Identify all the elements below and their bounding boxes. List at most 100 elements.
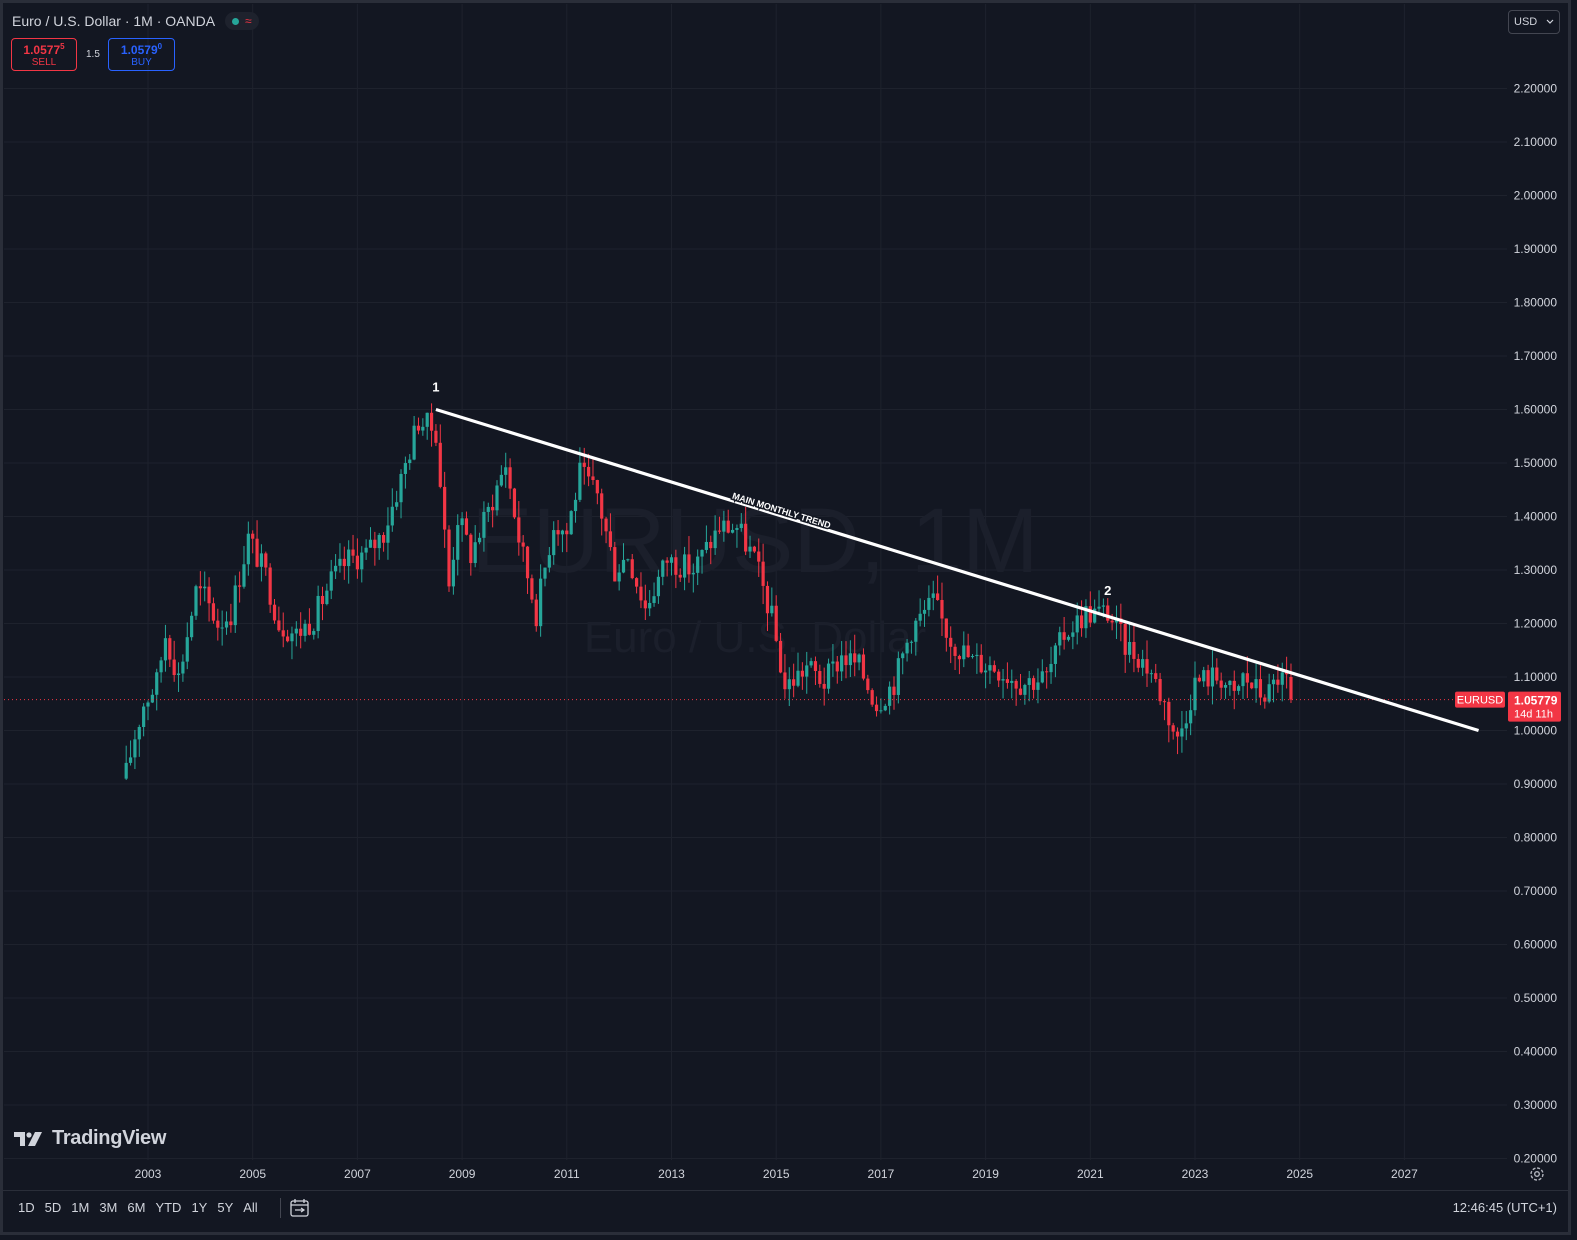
candle-body <box>805 665 809 677</box>
candle-body <box>1040 671 1044 683</box>
candle <box>1018 674 1023 696</box>
candle-body <box>277 620 281 631</box>
candle <box>290 626 294 660</box>
range-ytd[interactable]: YTD <box>155 1200 182 1215</box>
candle-body <box>709 541 713 549</box>
candle-body <box>621 559 626 573</box>
candle-body <box>146 702 150 707</box>
candle-body <box>299 628 303 636</box>
candle <box>1189 694 1193 736</box>
symbol-title[interactable]: Euro / U.S. Dollar · 1M · OANDA <box>12 13 216 29</box>
candle-body <box>726 520 730 533</box>
candle <box>595 479 599 505</box>
candle <box>957 654 962 675</box>
point-annotation: 2 <box>1104 583 1111 598</box>
candle-body <box>888 686 892 706</box>
candle-body <box>936 593 940 600</box>
time-tick-label: 2019 <box>972 1167 999 1181</box>
candle-body <box>822 683 826 689</box>
clock[interactable]: 12:46:45 (UTC+1) <box>1452 1200 1557 1215</box>
tradingview-logo[interactable]: TradingView <box>14 1127 166 1150</box>
candle-body <box>1049 663 1053 673</box>
currency-label: USD <box>1514 16 1538 28</box>
candle <box>1088 591 1092 628</box>
candle <box>364 539 368 560</box>
range-5y[interactable]: 5Y <box>217 1200 234 1215</box>
candle <box>1228 680 1232 696</box>
candle-body <box>813 661 818 672</box>
calendar-range-icon[interactable] <box>289 1198 311 1218</box>
candle <box>238 571 242 603</box>
candle <box>870 688 874 707</box>
range-3m[interactable]: 3M <box>99 1200 118 1215</box>
candle-body <box>713 530 717 549</box>
candle-body <box>534 599 538 627</box>
candle <box>504 452 508 488</box>
candle <box>840 641 844 681</box>
candle <box>757 538 761 577</box>
gear-icon[interactable] <box>1528 1165 1546 1183</box>
candle-body <box>617 572 621 582</box>
range-5d[interactable]: 5D <box>44 1200 62 1215</box>
price-tick-label: 1.90000 <box>1514 242 1558 256</box>
sell-button[interactable]: 1.05775 SELL <box>11 38 77 71</box>
candle <box>1119 603 1123 642</box>
market-status[interactable]: ≈ <box>225 12 259 30</box>
candle-body <box>168 638 172 660</box>
candle-body <box>142 706 146 728</box>
candle-body <box>238 585 242 587</box>
candle-body <box>1084 606 1088 629</box>
candle-body <box>752 546 756 552</box>
candle-body <box>648 602 652 609</box>
candle <box>377 533 381 560</box>
price-tick-label: 0.50000 <box>1514 991 1558 1005</box>
candle-body <box>940 599 944 619</box>
candle <box>648 590 652 617</box>
candle <box>944 618 948 652</box>
candle <box>1014 679 1018 706</box>
candle <box>1202 666 1206 687</box>
buy-button[interactable]: 1.05790 BUY <box>108 38 175 71</box>
range-1m[interactable]: 1M <box>71 1200 90 1215</box>
candle <box>652 582 656 607</box>
range-all[interactable]: All <box>243 1200 258 1215</box>
currency-button[interactable]: USD <box>1508 10 1560 34</box>
time-axis[interactable]: 2003 2005 2007 2009 2011 2013 2015 2017 2019 2021… <box>135 1167 1418 1181</box>
candle <box>783 654 787 699</box>
candle-body <box>320 595 325 605</box>
sell-price: 1.05775 <box>23 42 65 57</box>
candle-body <box>770 605 774 614</box>
candle-body <box>552 530 556 556</box>
candle-body <box>198 586 202 589</box>
candle <box>1136 653 1140 673</box>
candle-body <box>539 578 543 627</box>
candle <box>604 516 608 544</box>
time-tick-label: 2005 <box>239 1167 266 1181</box>
candle <box>499 465 503 487</box>
range-6m[interactable]: 6M <box>127 1200 146 1215</box>
range-1y[interactable]: 1Y <box>191 1200 208 1215</box>
candle-body <box>290 633 294 642</box>
candle-body <box>1053 645 1057 664</box>
candle-body <box>303 623 307 636</box>
candle <box>914 617 918 656</box>
candle <box>360 546 364 583</box>
candle-body <box>1280 672 1284 685</box>
candle <box>805 651 809 694</box>
candle <box>722 510 726 542</box>
candle-body <box>163 638 168 661</box>
candle-body <box>137 727 141 740</box>
candle-body <box>765 585 770 614</box>
candle <box>403 456 407 489</box>
candle <box>552 521 556 565</box>
candle-body <box>874 704 879 712</box>
candle-body <box>316 595 320 632</box>
candle-body <box>1005 679 1010 683</box>
candle-body <box>818 671 822 684</box>
candle-body <box>600 493 604 519</box>
price-axis[interactable]: 2.20000 2.10000 2.00000 1.90000 1.80000 1.700… <box>1514 82 1558 1166</box>
candle-body <box>425 412 429 427</box>
candle-body <box>521 542 525 547</box>
range-1d[interactable]: 1D <box>18 1200 35 1215</box>
